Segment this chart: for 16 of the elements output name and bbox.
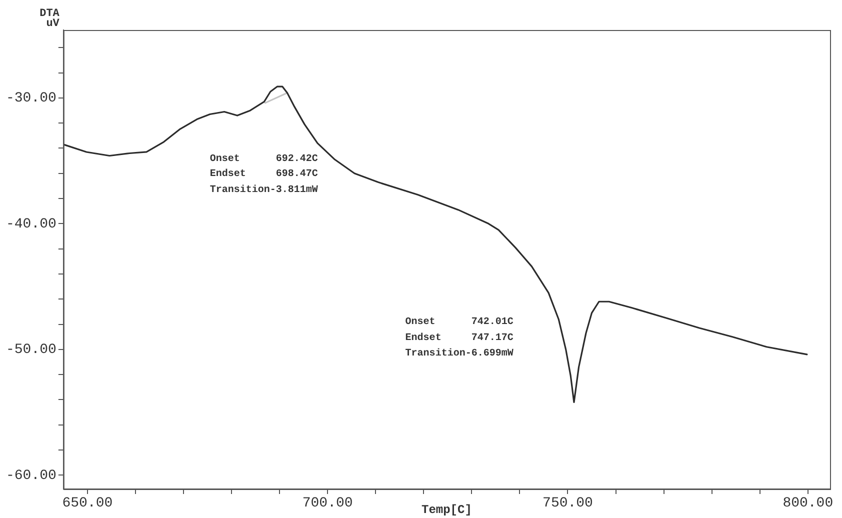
y-tick-label: -60.00 bbox=[6, 468, 56, 484]
x-axis-title: Temp[C] bbox=[421, 503, 472, 518]
annotation: Transition-3.811mW bbox=[210, 184, 318, 196]
annotation: Onset 742.01C bbox=[405, 316, 514, 328]
x-tick-label: 700.00 bbox=[302, 496, 353, 512]
y-tick-label: -40.00 bbox=[6, 216, 56, 232]
annotation: Endset 747.17C bbox=[405, 332, 514, 344]
x-tick-label: 750.00 bbox=[542, 496, 593, 512]
annotation: Transition-6.699mW bbox=[405, 348, 514, 360]
annotation: Onset 692.42C bbox=[210, 154, 318, 166]
y-tick-label: -50.00 bbox=[6, 342, 56, 358]
x-tick-label: 650.00 bbox=[62, 496, 113, 512]
y-tick-label: -30.00 bbox=[6, 90, 56, 107]
y-axis-title: DTA uV bbox=[40, 8, 60, 30]
annotation: Endset 698.47C bbox=[210, 168, 318, 180]
x-tick-label: 800.00 bbox=[782, 496, 834, 512]
